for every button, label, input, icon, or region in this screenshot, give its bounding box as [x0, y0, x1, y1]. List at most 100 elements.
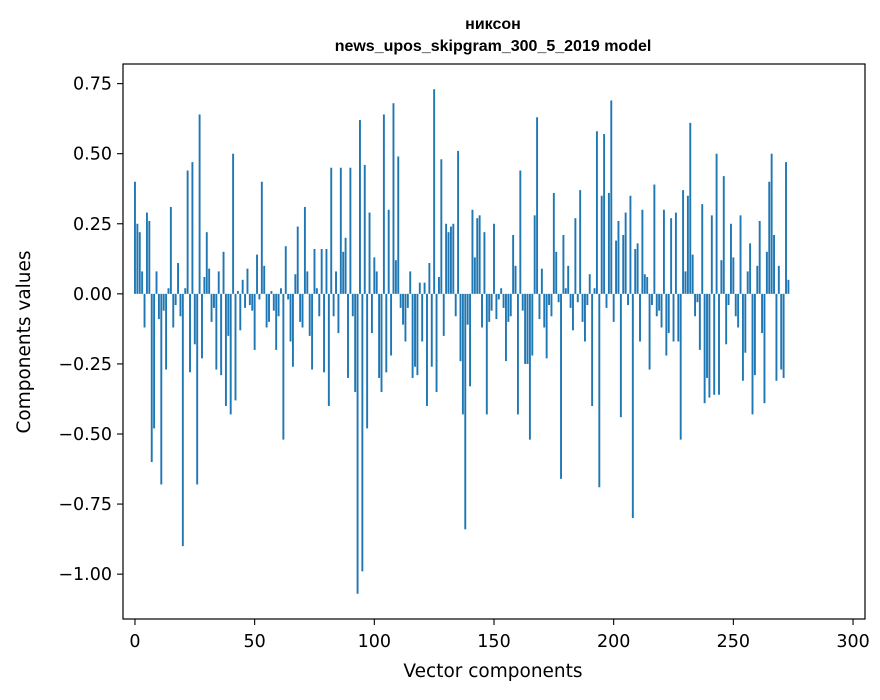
bar-108	[392, 103, 395, 294]
bar-266	[770, 153, 773, 294]
bar-272	[785, 162, 787, 294]
bar-165	[528, 293, 531, 440]
y-tick-label-2: −0.50	[58, 425, 112, 445]
bar-183	[572, 293, 574, 331]
bar-89	[347, 293, 349, 378]
bar-85	[337, 293, 340, 334]
bar-208	[631, 293, 634, 519]
bar-221	[662, 209, 665, 294]
bar-70	[301, 293, 304, 328]
bar-213	[643, 274, 646, 294]
bar-129	[442, 293, 445, 336]
bar-141	[471, 209, 474, 294]
bar-63	[284, 246, 287, 294]
bar-73	[308, 293, 311, 336]
bar-216	[651, 293, 653, 306]
bar-172	[545, 293, 548, 359]
bar-103	[380, 293, 383, 392]
x-tick-label-150: 150	[477, 632, 510, 652]
bar-110	[397, 156, 400, 294]
bar-188	[584, 293, 586, 342]
bar-58	[272, 293, 275, 311]
bar-15	[169, 206, 172, 294]
bar-138	[464, 293, 467, 530]
bar-257	[749, 243, 752, 294]
bar-137	[461, 293, 464, 415]
bar-225	[672, 293, 675, 342]
bar-144	[478, 215, 481, 294]
bar-14	[167, 288, 170, 294]
bar-267	[773, 234, 775, 294]
bar-200	[612, 293, 615, 322]
bar-154	[502, 293, 505, 308]
bar-228	[679, 293, 682, 440]
bar-178	[560, 293, 562, 479]
y-tick-label-6: 0.50	[73, 145, 112, 165]
bar-260	[756, 265, 759, 294]
bar-252	[737, 293, 740, 328]
chart-title-line2: news_upos_skipgram_300_5_2019 model	[335, 38, 652, 55]
bar-149	[490, 293, 493, 311]
bar-75	[313, 249, 316, 294]
bar-194	[598, 293, 601, 488]
bar-47	[246, 268, 249, 294]
bar-80	[325, 249, 328, 294]
x-tick-label-200: 200	[597, 632, 630, 652]
bar-215	[648, 293, 651, 370]
bar-250	[732, 257, 735, 294]
bar-36	[220, 293, 223, 376]
y-tick-label-3: −0.25	[58, 355, 112, 375]
bar-211	[639, 293, 641, 342]
bar-35	[217, 271, 220, 294]
bar-198	[607, 192, 610, 294]
bar-21	[184, 288, 187, 294]
bar-42	[234, 293, 237, 401]
bar-174	[550, 293, 553, 317]
bar-206	[627, 293, 629, 306]
bar-189	[586, 293, 589, 306]
bar-177	[557, 293, 560, 303]
bar-113	[404, 293, 407, 342]
bar-193	[595, 131, 598, 294]
bar-263	[763, 293, 766, 404]
y-tick-label-1: −0.75	[58, 495, 112, 515]
bar-148	[488, 293, 491, 322]
bar-251	[734, 293, 737, 317]
bar-122	[426, 293, 428, 406]
bar-259	[753, 293, 756, 376]
bar-50	[253, 293, 256, 350]
y-axis-label: Components values	[14, 250, 35, 433]
bar-53	[260, 181, 263, 294]
bar-104	[382, 114, 385, 294]
bar-23	[189, 293, 191, 373]
bar-120	[421, 293, 424, 342]
bar-6	[148, 220, 151, 294]
bar-11	[160, 293, 163, 485]
bar-270	[780, 293, 783, 370]
bar-132	[449, 226, 452, 294]
bars	[134, 89, 790, 594]
bar-248	[727, 293, 730, 306]
bar-190	[588, 274, 591, 294]
bar-155	[505, 293, 507, 362]
bar-133	[452, 223, 455, 294]
bar-217	[653, 184, 656, 294]
bar-109	[394, 260, 397, 294]
bar-209	[634, 249, 637, 294]
bar-261	[758, 220, 761, 294]
bar-64	[287, 293, 290, 300]
bar-186	[579, 190, 582, 294]
bar-83	[332, 293, 335, 317]
bar-2	[138, 232, 141, 294]
bar-1	[136, 223, 139, 294]
bar-88	[344, 237, 347, 294]
bar-93	[356, 293, 359, 594]
bar-227	[677, 293, 680, 342]
bar-48	[248, 293, 251, 306]
bar-230	[684, 271, 687, 294]
bar-97	[366, 293, 369, 429]
bar-158	[512, 234, 515, 294]
bar-162	[521, 293, 524, 311]
